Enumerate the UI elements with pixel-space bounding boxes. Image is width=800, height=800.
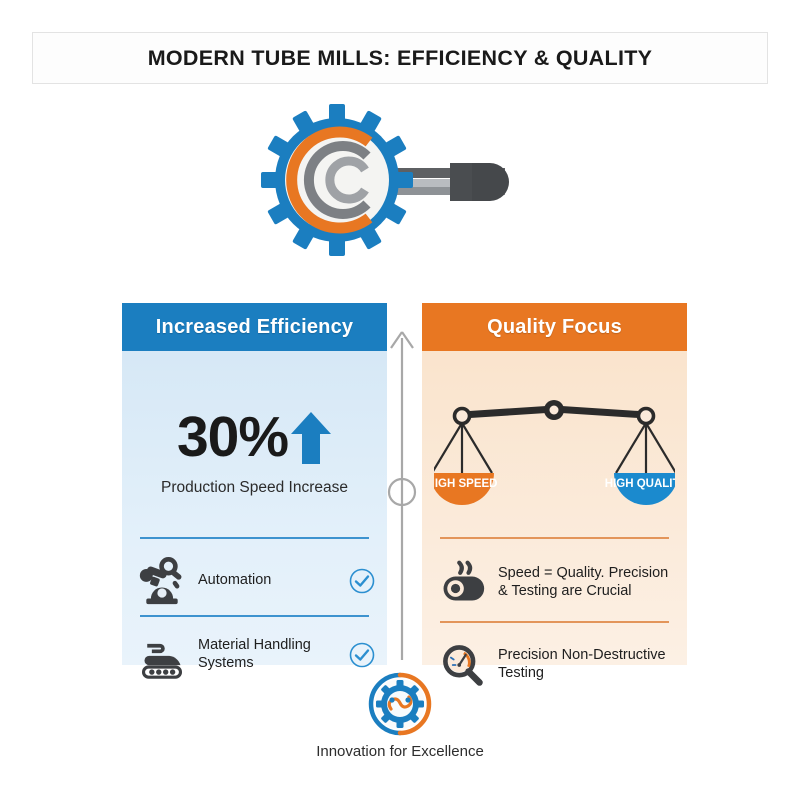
- stat-highlight: 30%: [122, 409, 387, 466]
- scale-left-label: HIGH SPEED: [434, 478, 497, 490]
- magnifier-gauge-icon: [434, 639, 490, 691]
- robot-arm-icon: [134, 555, 190, 607]
- infinity-gear-logo: [368, 672, 432, 736]
- panel-body-efficiency: 30% Production Speed Increase: [122, 351, 387, 679]
- footer-tagline: Innovation for Excellence: [316, 743, 484, 760]
- panel-body-quality: HIGH SPEED HIGH QUALITY: [422, 351, 688, 686]
- list-item-label: Material Handling Systems: [198, 637, 311, 671]
- upward-arrow-axis: [380, 330, 424, 662]
- list-item[interactable]: Speed = Quality. Precision & Testing are…: [434, 545, 675, 621]
- list-item-label: Precision Non-Destructive Testing: [498, 647, 666, 681]
- footer-branding: Innovation for Excellence: [300, 672, 500, 760]
- list-item[interactable]: Material Handling Systems: [134, 625, 375, 685]
- scale-right-label: HIGH QUALITY: [605, 478, 675, 490]
- page-title: MODERN TUBE MILLS: EFFICIENCY & QUALITY: [147, 45, 653, 70]
- divider-1: [140, 537, 369, 539]
- balance-scale-icon: HIGH SPEED HIGH QUALITY: [427, 397, 688, 517]
- stat-number: 30%: [176, 405, 289, 469]
- list-item-label: Automation: [198, 572, 272, 589]
- title-banner: MODERN TUBE MILLS: EFFICIENCY & QUALITY: [32, 32, 768, 84]
- check-circle-icon[interactable]: [349, 642, 375, 668]
- hot-tube-icon: [434, 557, 490, 609]
- divider-2: [440, 621, 669, 623]
- panel-header-efficiency: Increased Efficiency: [122, 303, 387, 351]
- list-item[interactable]: Automation: [134, 547, 375, 615]
- up-arrow-icon: [291, 411, 332, 464]
- stat-caption: Production Speed Increase: [161, 479, 348, 496]
- panel-header-quality: Quality Focus: [422, 303, 687, 351]
- check-circle-icon[interactable]: [349, 568, 375, 594]
- divider-1: [440, 537, 669, 539]
- divider-2: [140, 615, 369, 617]
- list-item[interactable]: Precision Non-Destructive Testing: [434, 629, 675, 701]
- tracked-conveyor-icon: [134, 629, 190, 681]
- panel-increased-efficiency: Increased Efficiency 30% Production Spee…: [122, 303, 387, 679]
- list-item-label: Speed = Quality. Precision & Testing are…: [498, 565, 669, 599]
- panel-quality-focus: Quality Focus: [422, 303, 688, 686]
- gear-with-tube-icon: [255, 100, 545, 260]
